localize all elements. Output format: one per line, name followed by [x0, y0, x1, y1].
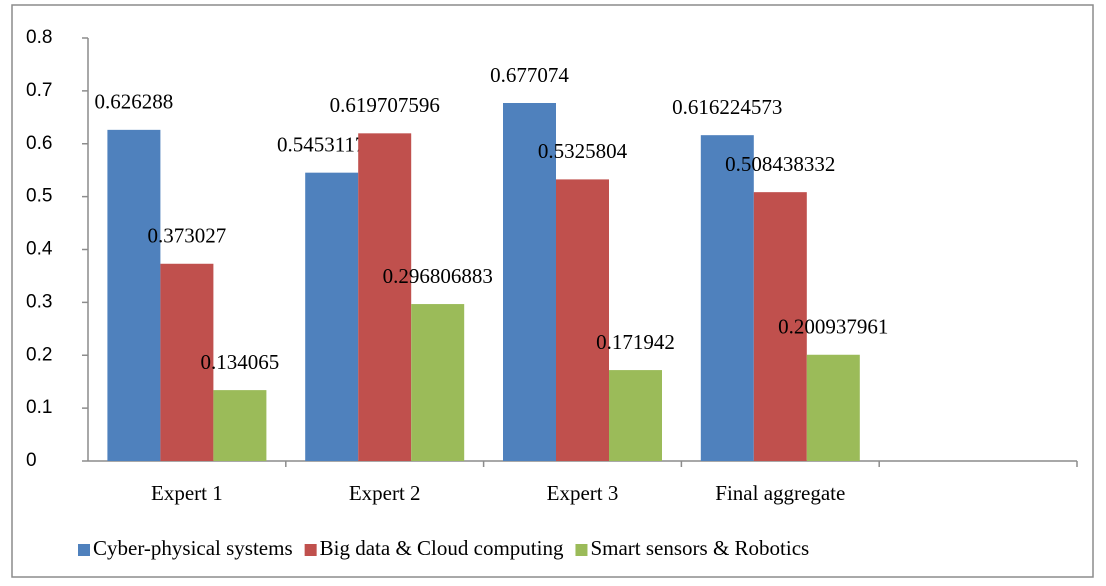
- bar: [609, 370, 662, 461]
- y-tick-label: 0.8: [26, 27, 52, 48]
- bar: [556, 179, 609, 461]
- y-tick-label: 0.5: [26, 186, 52, 207]
- x-tick-label: Expert 2: [349, 481, 421, 505]
- bar: [358, 133, 412, 462]
- y-tick-label: 0.3: [26, 291, 52, 312]
- bar: [806, 354, 860, 461]
- y-tick-label: 0.1: [26, 397, 52, 418]
- x-tick-label: Expert 1: [151, 481, 223, 505]
- y-tick-label: 0.6: [26, 133, 52, 154]
- data-label: 0.171942: [596, 330, 675, 354]
- bar: [411, 304, 465, 461]
- bar: [503, 102, 556, 461]
- data-label: 0.5325804: [538, 139, 628, 163]
- x-tick-label: Expert 3: [547, 481, 619, 505]
- legend-swatch: [575, 544, 588, 556]
- y-tick-label: 0: [26, 450, 37, 471]
- data-label: 0.619707596: [330, 93, 440, 117]
- bar: [160, 263, 214, 461]
- legend-swatch: [78, 544, 90, 556]
- bar: [305, 172, 359, 461]
- data-label: 0.373027: [148, 224, 227, 248]
- legend-label: Cyber-physical systems: [93, 536, 293, 560]
- data-label: 0.616224573: [672, 95, 782, 119]
- legend-label: Big data & Cloud computing: [320, 536, 564, 560]
- y-tick-label: 0.4: [26, 239, 53, 260]
- bar: [753, 192, 807, 461]
- legend-label: Smart sensors & Robotics: [590, 536, 809, 560]
- data-label: 0.200937961: [778, 315, 888, 339]
- bar: [107, 129, 161, 461]
- y-tick-label: 0.7: [26, 80, 52, 101]
- data-label: 0.626288: [95, 90, 174, 114]
- bar: [213, 390, 267, 461]
- data-label: 0.296806883: [383, 264, 493, 288]
- y-tick-label: 0.2: [26, 344, 52, 365]
- data-label: 0.508438332: [725, 152, 835, 176]
- data-label: 0.677074: [490, 63, 569, 87]
- x-tick-label: Final aggregate: [715, 481, 845, 505]
- legend-swatch: [304, 544, 317, 556]
- data-label: 0.134065: [201, 350, 280, 374]
- bar: [700, 135, 754, 461]
